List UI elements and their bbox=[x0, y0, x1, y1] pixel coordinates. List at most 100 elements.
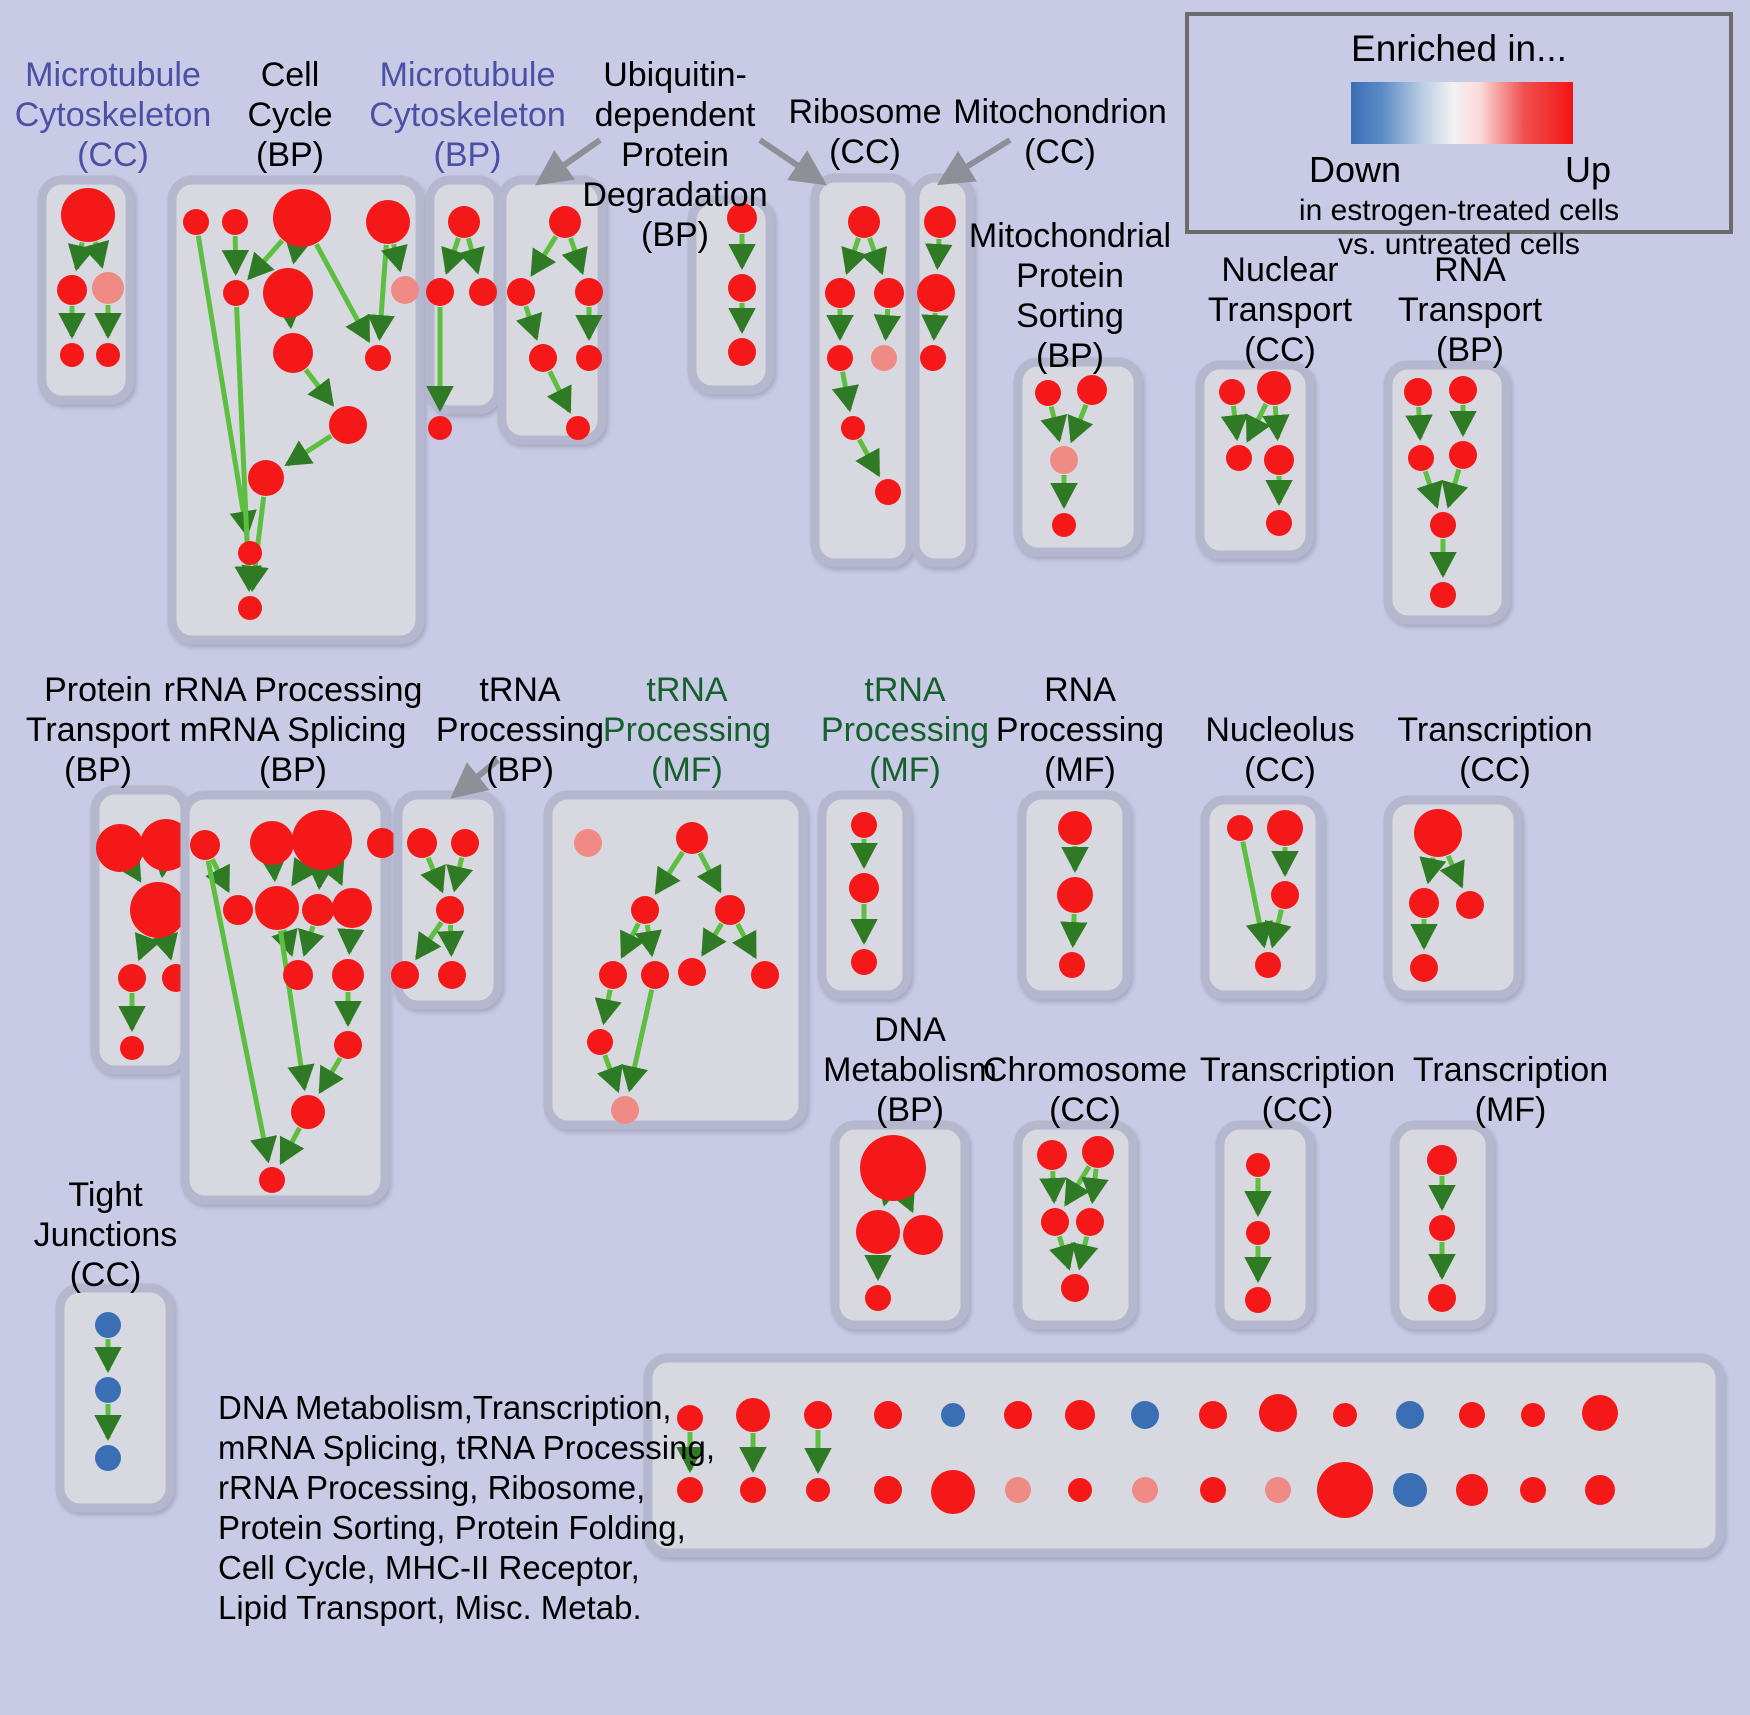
protein-node[interactable] bbox=[451, 829, 479, 857]
protein-node[interactable] bbox=[332, 888, 372, 928]
protein-node[interactable] bbox=[250, 821, 294, 865]
protein-node[interactable] bbox=[841, 416, 865, 440]
protein-node[interactable] bbox=[190, 830, 220, 860]
protein-node[interactable] bbox=[1410, 954, 1438, 982]
protein-node[interactable] bbox=[576, 345, 602, 371]
protein-node[interactable] bbox=[1582, 1395, 1618, 1431]
protein-node[interactable] bbox=[1219, 379, 1245, 405]
protein-node[interactable] bbox=[1199, 1401, 1227, 1429]
protein-node[interactable] bbox=[238, 541, 262, 565]
protein-node[interactable] bbox=[728, 274, 756, 302]
protein-node[interactable] bbox=[1057, 877, 1093, 913]
protein-node[interactable] bbox=[273, 333, 313, 373]
protein-node[interactable] bbox=[903, 1215, 943, 1255]
protein-node[interactable] bbox=[851, 812, 877, 838]
protein-node[interactable] bbox=[292, 810, 352, 870]
protein-node[interactable] bbox=[57, 275, 87, 305]
protein-node[interactable] bbox=[223, 895, 253, 925]
protein-node[interactable] bbox=[1132, 1477, 1158, 1503]
protein-node[interactable] bbox=[302, 894, 334, 926]
protein-node[interactable] bbox=[860, 1135, 926, 1201]
protein-node[interactable] bbox=[529, 344, 557, 372]
protein-node[interactable] bbox=[827, 345, 853, 371]
protein-node[interactable] bbox=[1050, 446, 1078, 474]
protein-node[interactable] bbox=[391, 961, 419, 989]
protein-node[interactable] bbox=[848, 206, 880, 238]
protein-node[interactable] bbox=[1037, 1140, 1067, 1170]
protein-node[interactable] bbox=[1449, 376, 1477, 404]
protein-node[interactable] bbox=[1449, 441, 1477, 469]
protein-node[interactable] bbox=[678, 958, 706, 986]
protein-node[interactable] bbox=[96, 343, 120, 367]
protein-node[interactable] bbox=[1393, 1473, 1427, 1507]
protein-node[interactable] bbox=[60, 343, 84, 367]
protein-node[interactable] bbox=[1266, 510, 1292, 536]
protein-node[interactable] bbox=[130, 882, 186, 938]
protein-node[interactable] bbox=[920, 345, 946, 371]
protein-node[interactable] bbox=[677, 1477, 703, 1503]
protein-node[interactable] bbox=[1404, 378, 1432, 406]
protein-node[interactable] bbox=[874, 1401, 902, 1429]
protein-node[interactable] bbox=[426, 278, 454, 306]
protein-node[interactable] bbox=[851, 949, 877, 975]
protein-node[interactable] bbox=[436, 896, 464, 924]
protein-node[interactable] bbox=[736, 1398, 770, 1432]
protein-node[interactable] bbox=[1245, 1287, 1271, 1313]
protein-node[interactable] bbox=[365, 345, 391, 371]
protein-node[interactable] bbox=[1459, 1402, 1485, 1428]
protein-node[interactable] bbox=[1520, 1477, 1546, 1503]
protein-node[interactable] bbox=[865, 1285, 891, 1311]
protein-node[interactable] bbox=[1257, 371, 1291, 405]
protein-node[interactable] bbox=[263, 268, 313, 318]
protein-node[interactable] bbox=[931, 1470, 975, 1514]
protein-node[interactable] bbox=[941, 1403, 965, 1427]
protein-node[interactable] bbox=[1259, 1394, 1297, 1432]
protein-node[interactable] bbox=[549, 206, 581, 238]
protein-node[interactable] bbox=[120, 1036, 144, 1060]
protein-node[interactable] bbox=[566, 416, 590, 440]
protein-node[interactable] bbox=[428, 416, 452, 440]
protein-node[interactable] bbox=[273, 189, 331, 247]
protein-node[interactable] bbox=[291, 1095, 325, 1129]
protein-node[interactable] bbox=[740, 1477, 766, 1503]
protein-node[interactable] bbox=[259, 1167, 285, 1193]
protein-node[interactable] bbox=[248, 460, 284, 496]
protein-node[interactable] bbox=[1430, 512, 1456, 538]
protein-node[interactable] bbox=[118, 964, 146, 992]
protein-node[interactable] bbox=[1200, 1477, 1226, 1503]
protein-node[interactable] bbox=[1131, 1401, 1159, 1429]
protein-node[interactable] bbox=[587, 1029, 613, 1055]
protein-node[interactable] bbox=[332, 959, 364, 991]
protein-node[interactable] bbox=[140, 819, 192, 871]
protein-node[interactable] bbox=[95, 1445, 121, 1471]
protein-node[interactable] bbox=[222, 209, 248, 235]
protein-node[interactable] bbox=[611, 1096, 639, 1124]
protein-node[interactable] bbox=[1035, 380, 1061, 406]
protein-node[interactable] bbox=[96, 824, 144, 872]
protein-node[interactable] bbox=[599, 961, 627, 989]
protein-node[interactable] bbox=[1052, 513, 1076, 537]
protein-node[interactable] bbox=[856, 1210, 900, 1254]
protein-node[interactable] bbox=[1082, 1136, 1114, 1168]
protein-node[interactable] bbox=[871, 345, 897, 371]
protein-node[interactable] bbox=[366, 200, 410, 244]
protein-node[interactable] bbox=[1333, 1403, 1357, 1427]
protein-node[interactable] bbox=[875, 479, 901, 505]
protein-node[interactable] bbox=[574, 829, 602, 857]
protein-node[interactable] bbox=[1065, 1400, 1095, 1430]
protein-node[interactable] bbox=[255, 886, 299, 930]
protein-node[interactable] bbox=[1077, 375, 1107, 405]
protein-node[interactable] bbox=[917, 274, 955, 312]
protein-node[interactable] bbox=[95, 1377, 121, 1403]
protein-node[interactable] bbox=[1521, 1403, 1545, 1427]
protein-node[interactable] bbox=[407, 828, 437, 858]
protein-node[interactable] bbox=[1068, 1478, 1092, 1502]
protein-node[interactable] bbox=[804, 1401, 832, 1429]
protein-node[interactable] bbox=[438, 961, 466, 989]
protein-node[interactable] bbox=[1061, 1274, 1089, 1302]
protein-node[interactable] bbox=[1265, 1477, 1291, 1503]
protein-node[interactable] bbox=[727, 203, 757, 233]
protein-node[interactable] bbox=[448, 206, 480, 238]
protein-node[interactable] bbox=[1004, 1401, 1032, 1429]
protein-node[interactable] bbox=[92, 272, 124, 304]
